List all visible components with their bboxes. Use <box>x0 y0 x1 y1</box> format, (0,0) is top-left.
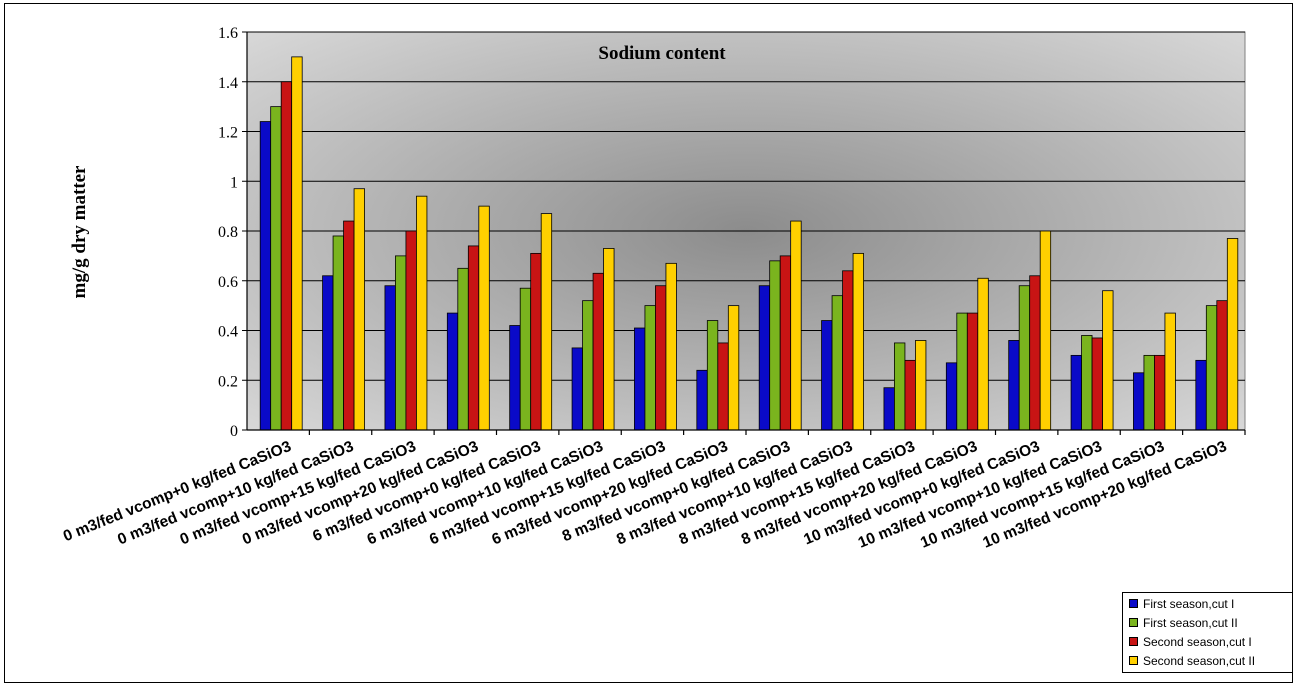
legend-swatch <box>1129 637 1138 646</box>
bar <box>758 285 771 431</box>
bar <box>416 195 428 431</box>
bar <box>915 340 927 431</box>
bar <box>1102 290 1114 431</box>
legend-label: First season,cut I <box>1143 596 1235 611</box>
bar <box>769 260 781 431</box>
bar <box>1081 335 1093 431</box>
bar <box>280 81 293 431</box>
bar <box>821 320 833 431</box>
legend-item: First season,cut II <box>1123 614 1292 631</box>
bar <box>1154 354 1166 431</box>
bar <box>945 362 958 431</box>
y-tick-label: 1.2 <box>218 125 238 142</box>
y-axis-label: mg/g dry matter <box>69 165 90 299</box>
y-tick-label: 0 <box>230 423 238 440</box>
legend-swatch <box>1129 599 1138 608</box>
bar <box>343 220 355 431</box>
bar <box>395 255 407 431</box>
bar <box>1164 312 1176 431</box>
bar <box>665 262 677 431</box>
chart-title: Sodium content <box>598 43 726 64</box>
bar <box>384 285 396 431</box>
bar <box>446 312 459 431</box>
bar <box>977 277 989 431</box>
legend: First season,cut I First season,cut II Sec… <box>1122 592 1293 673</box>
bar <box>696 369 708 431</box>
bar <box>1070 354 1082 431</box>
bar <box>655 285 667 431</box>
bar <box>1039 230 1052 431</box>
bar <box>530 252 542 431</box>
bar <box>405 230 417 431</box>
bar <box>509 325 521 431</box>
bar <box>883 387 895 431</box>
bar <box>1029 275 1041 431</box>
bar <box>904 359 916 431</box>
bar <box>540 213 553 431</box>
bar <box>592 272 604 431</box>
bar <box>644 305 656 431</box>
bar <box>582 300 594 431</box>
legend-item: First season,cut I <box>1123 595 1292 612</box>
bar <box>322 275 334 431</box>
bar <box>966 312 979 431</box>
bar <box>259 121 272 431</box>
bar <box>353 188 365 431</box>
y-tick-label: 0.4 <box>218 324 238 341</box>
y-tick-label: 1.6 <box>218 25 238 42</box>
bar <box>894 342 906 431</box>
bar <box>571 347 583 431</box>
bar <box>1205 305 1218 431</box>
bar <box>790 220 802 431</box>
bar <box>727 305 740 431</box>
y-tick-label: 0.8 <box>218 224 238 241</box>
bar <box>467 245 480 431</box>
bar <box>291 56 303 431</box>
legend-swatch <box>1129 656 1138 665</box>
bar <box>831 295 843 431</box>
bar <box>956 312 968 431</box>
legend-item: Second season,cut II <box>1123 652 1292 669</box>
bar <box>332 235 344 431</box>
bar <box>1091 337 1103 431</box>
legend-swatch <box>1129 618 1138 627</box>
y-tick-label: 0.6 <box>218 274 238 291</box>
y-tick-label: 1 <box>230 174 238 191</box>
bar <box>603 248 615 431</box>
bar <box>1018 285 1031 431</box>
y-tick-label: 0.2 <box>218 373 238 390</box>
bar <box>842 270 854 431</box>
legend-label: Second season,cut I <box>1143 634 1252 649</box>
bar <box>1216 300 1228 431</box>
legend-label: Second season,cut II <box>1143 653 1256 668</box>
bar <box>457 267 469 431</box>
bar <box>634 327 646 431</box>
bar <box>852 252 864 431</box>
bar <box>478 205 490 431</box>
legend-label: First season,cut II <box>1143 615 1238 630</box>
bar <box>1143 354 1155 431</box>
bar <box>1008 340 1020 431</box>
bar <box>519 287 532 431</box>
bar <box>1226 238 1239 431</box>
bar <box>706 320 719 431</box>
bar <box>779 255 792 431</box>
y-tick-label: 1.4 <box>218 75 238 92</box>
bar <box>717 342 729 431</box>
bar <box>270 106 282 431</box>
bar <box>1195 359 1207 431</box>
legend-item: Second season,cut I <box>1123 633 1292 650</box>
bar <box>1133 372 1145 431</box>
